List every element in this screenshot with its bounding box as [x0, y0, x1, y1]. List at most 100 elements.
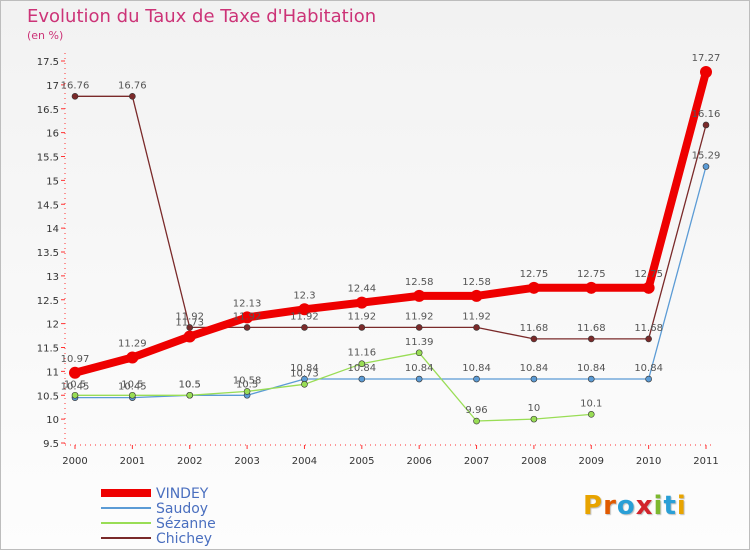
- data-point-sezanne: [186, 391, 194, 399]
- data-label-vindey: 11.29: [118, 339, 147, 350]
- data-label-sezanne: 10.1: [580, 398, 602, 409]
- y-tick-label: 9.5: [43, 439, 59, 450]
- y-tick-label: 14: [46, 224, 59, 235]
- data-label-sezanne: 11.16: [347, 348, 376, 359]
- data-point-sezanne: [243, 388, 251, 395]
- data-point-vindey: [642, 281, 655, 294]
- data-label-chichey: 11.92: [175, 311, 204, 322]
- logo-letter: o: [616, 491, 636, 521]
- data-point-saudoy: [645, 375, 652, 383]
- y-tick-label: 12: [46, 320, 59, 331]
- data-label-saudoy: 10.84: [577, 363, 606, 374]
- data-label-saudoy: 10.45: [61, 382, 90, 393]
- logo-letter: t: [663, 491, 677, 521]
- data-label-saudoy: 10.84: [290, 363, 319, 374]
- x-tick-label: 2002: [177, 456, 202, 467]
- data-label-vindey: 12.58: [405, 277, 434, 288]
- x-tick-label: 2004: [292, 456, 317, 467]
- y-tick-label: 15: [46, 176, 59, 187]
- data-label-saudoy: 10.45: [118, 382, 147, 393]
- data-point-saudoy: [473, 375, 480, 383]
- data-point-chichey: [702, 121, 710, 129]
- data-point-chichey: [358, 324, 366, 331]
- data-label-vindey: 12.75: [577, 269, 606, 280]
- data-label-chichey: 11.92: [347, 311, 376, 322]
- data-label-saudoy: 10.84: [634, 363, 663, 374]
- data-point-vindey: [298, 303, 311, 316]
- x-tick-label: 2001: [120, 456, 145, 467]
- data-point-chichey: [243, 324, 251, 331]
- data-point-vindey: [413, 289, 426, 302]
- x-tick-label: 2010: [636, 456, 661, 467]
- legend-label-vindey: VINDEY: [156, 486, 209, 502]
- data-point-sezanne: [358, 360, 366, 368]
- data-point-vindey: [470, 289, 483, 302]
- series-line-chichey: [74, 95, 707, 340]
- data-labels: 10.45 10.45 10.5 10.510.84 10.84 10.84 10.84 10…: [61, 53, 721, 416]
- y-tick-label: 15.5: [37, 153, 59, 164]
- y-tick-label: 12.5: [37, 296, 59, 307]
- x-tick-label: 2007: [464, 456, 489, 467]
- data-point-sezanne: [129, 391, 136, 399]
- data-point-sezanne: [71, 391, 79, 399]
- data-point-sezanne: [587, 411, 595, 418]
- logo-letter: r: [603, 491, 617, 521]
- data-point-chichey: [587, 335, 595, 343]
- legend-label-chichey: Chichey: [156, 531, 212, 547]
- x-tick-label: 2003: [234, 456, 259, 467]
- x-tick-label: 2005: [349, 456, 374, 467]
- data-label-chichey: 11.92: [233, 311, 262, 322]
- y-tick-label: 16: [46, 129, 59, 140]
- data-point-chichey: [301, 324, 308, 331]
- y-tick-label: 10: [46, 415, 59, 426]
- y-tick-label: 13.5: [37, 248, 59, 259]
- y-tick-label: 17: [46, 81, 59, 92]
- y-tick-label: 14.5: [37, 200, 59, 211]
- data-label-chichey: 11.68: [520, 323, 549, 334]
- y-tick-label: 11.5: [37, 344, 59, 355]
- data-label-saudoy: 10.84: [405, 363, 434, 374]
- series-points: [69, 65, 712, 425]
- data-point-chichey: [645, 335, 652, 343]
- y-tick-label: 16.5: [37, 105, 59, 116]
- x-tick-label: 2006: [406, 456, 431, 467]
- series-line-sezanne: [74, 352, 592, 422]
- logo-letter: x: [635, 491, 654, 521]
- data-point-chichey: [473, 324, 480, 331]
- data-point-saudoy: [702, 163, 710, 170]
- data-label-sezanne: 9.96: [465, 405, 487, 416]
- data-label-chichey: 11.68: [577, 323, 606, 334]
- data-point-vindey: [585, 281, 598, 294]
- x-tick-label: 2008: [521, 456, 546, 467]
- data-point-sezanne: [301, 380, 308, 388]
- data-label-chichey: 11.92: [290, 311, 319, 322]
- data-point-saudoy: [358, 375, 366, 383]
- data-point-sezanne: [530, 415, 538, 423]
- data-label-vindey: 12.75: [634, 269, 663, 280]
- data-label-saudoy: 10.84: [347, 363, 376, 374]
- logo-letter: i: [653, 491, 664, 521]
- data-label-chichey: 11.68: [634, 323, 663, 334]
- y-tick-label: 10.5: [37, 391, 59, 402]
- data-label-sezanne: 11.39: [405, 337, 434, 348]
- data-label-chichey: 11.92: [462, 311, 491, 322]
- data-label-chichey: 16.76: [118, 80, 147, 91]
- data-label-chichey: 16.16: [692, 109, 721, 120]
- data-label-chichey: 11.92: [405, 311, 434, 322]
- data-point-vindey: [126, 351, 139, 364]
- data-point-chichey: [71, 93, 79, 100]
- data-label-sezanne: 10.73: [290, 368, 319, 379]
- data-point-vindey: [69, 366, 81, 379]
- data-label-sezanne: 10.5: [64, 379, 86, 390]
- data-label-saudoy: 10.5: [236, 379, 258, 390]
- x-tick-label: 2011: [693, 456, 718, 467]
- series-lines: [71, 68, 710, 422]
- data-label-sezanne: 10.58: [233, 375, 262, 386]
- y-tick-label: 17.5: [37, 57, 59, 68]
- data-label-vindey: 12.3: [293, 290, 315, 301]
- data-label-vindey: 17.27: [692, 53, 721, 64]
- data-point-vindey: [241, 311, 254, 324]
- data-point-saudoy: [587, 375, 595, 383]
